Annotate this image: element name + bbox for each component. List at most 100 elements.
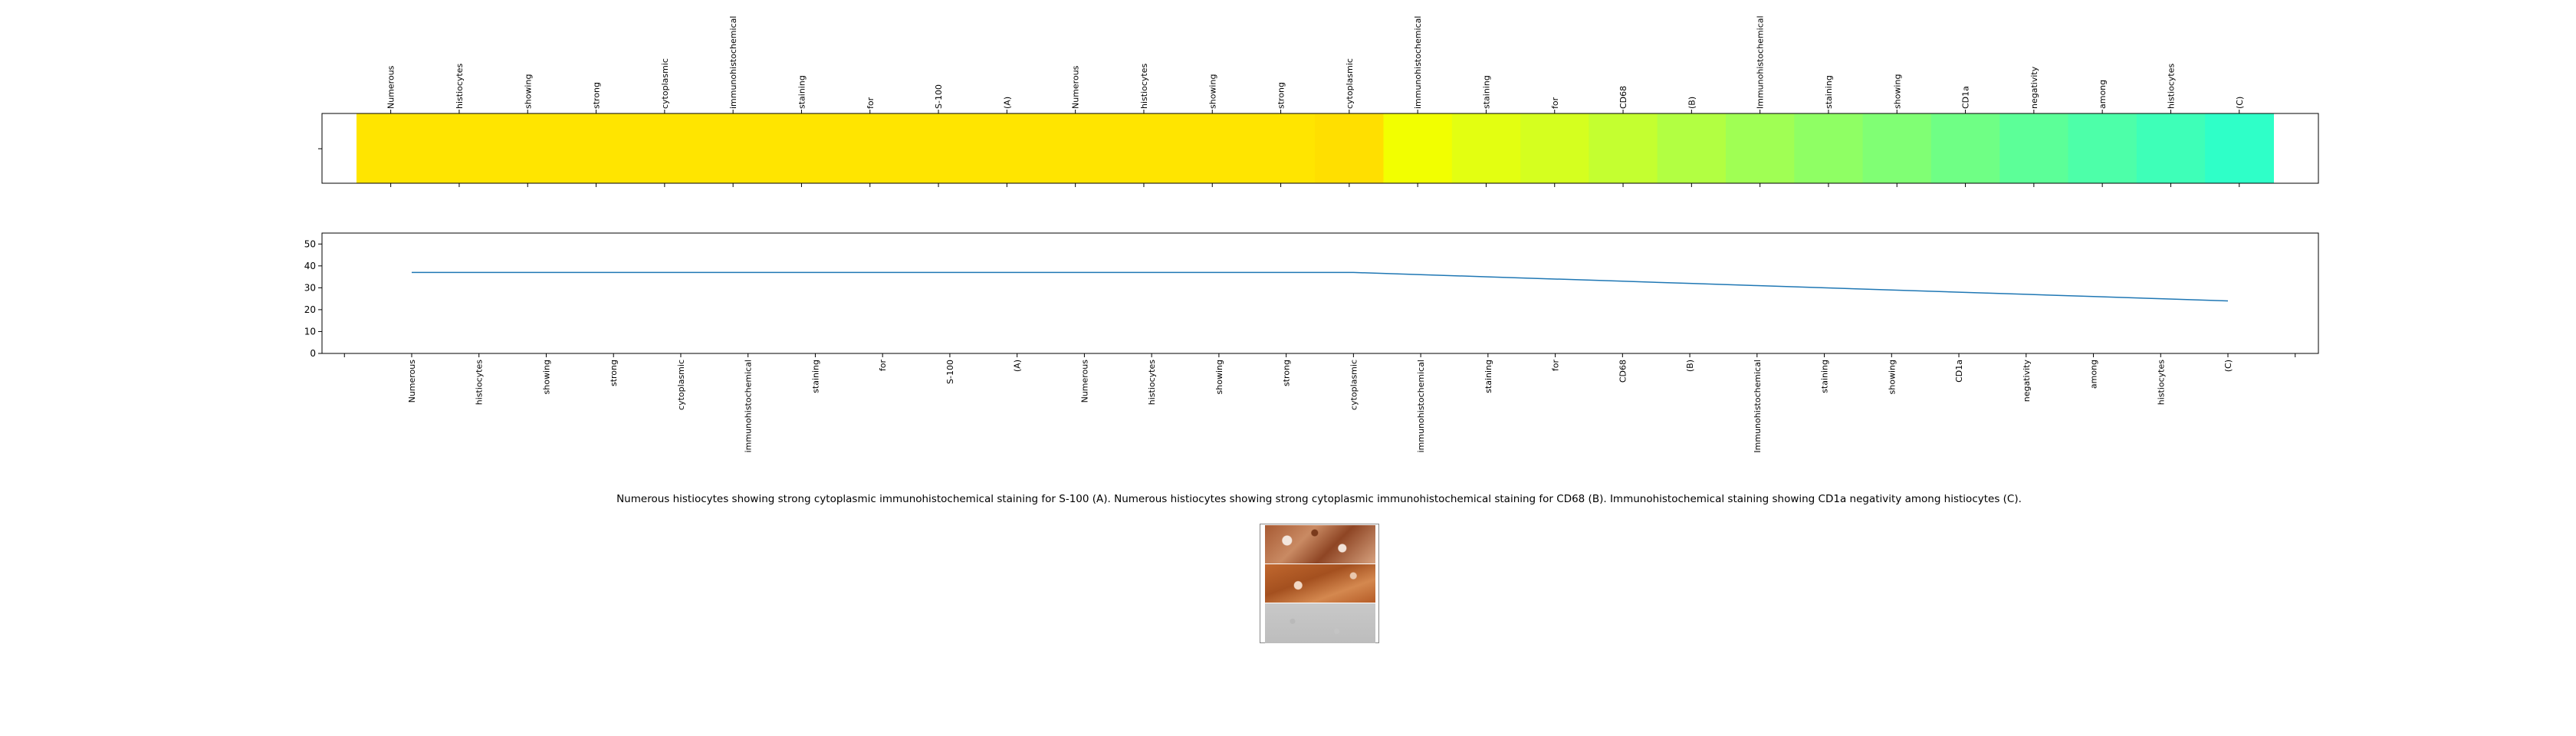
heatmap-cell (1520, 113, 1589, 183)
heatmap-xtick-label: showing (523, 74, 533, 109)
heatmap-cell (904, 113, 974, 183)
figure-caption: Numerous histiocytes showing strong cyto… (616, 493, 2022, 505)
heatmap-cell (767, 113, 836, 183)
heatmap-cell (836, 113, 905, 183)
heatmap-xtick-label: negativity (2029, 66, 2039, 109)
line-xtick-label: (A) (1013, 360, 1023, 372)
heatmap-xtick-label: histiocytes (2166, 64, 2176, 109)
heatmap-cell (1589, 113, 1658, 183)
heatmap-xtick-label: Numerous (1071, 65, 1081, 109)
heatmap-chart: Numerous histiocytes showing strong cytoplas… (318, 15, 2319, 187)
heatmap-xtick-label: Immunohistochemical (1756, 15, 1766, 109)
heatmap-cell (2136, 113, 2206, 183)
heatmap-xtick-label: cytoplasmic (1345, 58, 1355, 109)
heatmap-xtick-label: staining (1481, 75, 1491, 109)
heatmap-cell (698, 113, 768, 183)
heatmap-xtick-label: CD68 (1618, 86, 1628, 109)
line-xtick-label: S-100 (945, 360, 955, 384)
line-xtick-label: histiocytes (2156, 360, 2166, 405)
heatmap-cell (1451, 113, 1521, 183)
histology-image (1265, 525, 1375, 643)
line-xtick-label: CD1a (1954, 360, 1964, 383)
heatmap-xtick-label: immunohistochemical (1413, 16, 1423, 109)
heatmap-xtick-label: histiocytes (455, 64, 465, 109)
heatmap-cell (1109, 113, 1179, 183)
heatmap-xtick-label: (C) (2235, 97, 2245, 109)
heatmap-xtick-label: for (866, 97, 876, 109)
line-xtick-label: strong (609, 360, 619, 386)
heatmap-xtick-label: (A) (1002, 97, 1012, 109)
heatmap-cell (972, 113, 1042, 183)
line-xtick-label: Numerous (1079, 360, 1089, 403)
heatmap-cell (356, 113, 426, 183)
heatmap-xtick-label: showing (1892, 74, 1902, 109)
line-xtick-label: cytoplasmic (1349, 360, 1359, 410)
heatmap-xtick-label: for (1550, 97, 1560, 109)
heatmap-xtick-label: CD1a (1961, 86, 1971, 109)
heatmap-xtick-label: showing (1208, 74, 1217, 109)
heatmap-xtick-label: strong (1276, 82, 1286, 109)
histology-panel-b (1265, 564, 1375, 603)
line-ytick-label: 10 (304, 326, 316, 337)
line-xtick-label: CD68 (1618, 360, 1628, 383)
line-xtick-label: staining (1820, 360, 1830, 393)
heatmap-cell (1315, 113, 1385, 183)
line-xtick-label: among (2089, 360, 2099, 389)
heatmap-cell (1999, 113, 2069, 183)
heatmap-xtick-label: (B) (1687, 97, 1697, 109)
line-ytick-label: 40 (304, 261, 316, 271)
line-ytick-label: 30 (304, 282, 316, 293)
figure-thumbnail (1260, 524, 1379, 643)
heatmap-xtick-label: immunohistochemical (728, 16, 738, 109)
line-xtick-label: Numerous (407, 360, 417, 403)
line-ytick-label: 0 (310, 348, 316, 359)
line-xtick-label: for (1551, 360, 1561, 372)
heatmap-cell (1246, 113, 1316, 183)
line-xtick-label: Immunohistochemical (1753, 360, 1763, 453)
heatmap-xtick-label: staining (1824, 75, 1834, 109)
heatmap-xtick-label: Numerous (386, 65, 396, 109)
line-xtick-label: (B) (1685, 360, 1695, 372)
heatmap-cell (2068, 113, 2137, 183)
heatmap-cell (1862, 113, 1932, 183)
heatmap-cell (1657, 113, 1727, 183)
line-xtick-label: negativity (2022, 360, 2032, 402)
line-xtick-label: staining (1484, 360, 1493, 393)
heatmap-xtick-label: among (2098, 80, 2108, 109)
heatmap-cell (493, 113, 563, 183)
line-xtick-label: histiocytes (1147, 360, 1157, 405)
line-ytick-label: 50 (304, 238, 316, 249)
line-xtick-label: immunohistochemical (744, 360, 754, 452)
heatmap-xtick-label: histiocytes (1139, 64, 1149, 109)
line-xtick-label: (C) (2223, 360, 2233, 372)
line-plot-frame (321, 232, 2319, 354)
heatmap-cell (1041, 113, 1110, 183)
heatmap-xtick-label: S-100 (934, 84, 944, 109)
heatmap-cell (425, 113, 495, 183)
heatmap-xtick-label: staining (797, 75, 807, 109)
line-xtick-label: showing (541, 360, 551, 394)
heatmap-cell (2205, 113, 2274, 183)
heatmap-xtick-label: cytoplasmic (660, 58, 670, 109)
line-xtick-label: strong (1282, 360, 1292, 386)
line-chart: 0 10 20 30 40 50 Numerous histiocytes showing str… (304, 232, 2319, 453)
histology-panel-a (1265, 525, 1375, 564)
heatmap-cell (630, 113, 700, 183)
heatmap-cell (1794, 113, 1864, 183)
line-xtick-label: showing (1887, 360, 1897, 394)
line-xtick-label: showing (1214, 360, 1224, 394)
heatmap-cell (1726, 113, 1795, 183)
histology-panel-c (1265, 603, 1375, 643)
line-ytick-label: 20 (304, 304, 316, 315)
line-xtick-label: immunohistochemical (1416, 360, 1426, 452)
heatmap-xtick-label: strong (592, 82, 602, 109)
heatmap-cell (1383, 113, 1453, 183)
heatmap-cell (1178, 113, 1247, 183)
heatmap-cell (1930, 113, 2000, 183)
line-xtick-label: staining (810, 360, 820, 393)
heatmap-cell (561, 113, 631, 183)
line-xtick-label: for (878, 360, 888, 372)
line-xtick-label: histiocytes (475, 360, 485, 405)
line-xtick-label: cytoplasmic (676, 360, 686, 410)
